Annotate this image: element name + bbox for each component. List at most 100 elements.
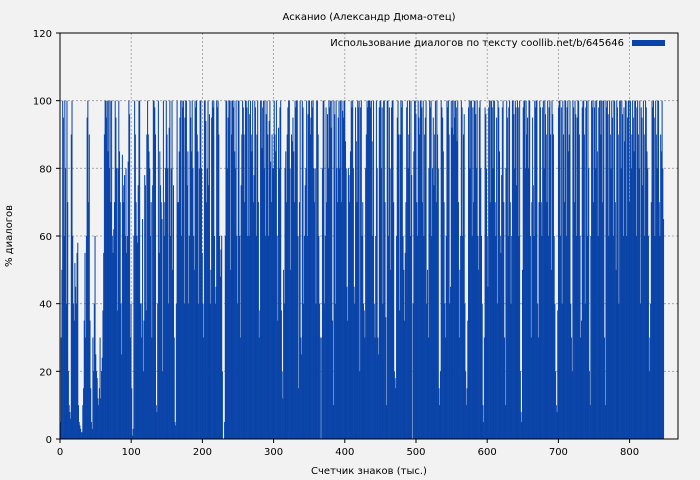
data-bar <box>462 236 464 439</box>
data-bar <box>148 151 150 440</box>
data-bar <box>375 236 377 439</box>
data-bar <box>611 100 613 440</box>
data-bar <box>346 286 348 439</box>
data-bar <box>403 320 405 439</box>
data-bar <box>236 236 238 439</box>
data-bar <box>229 100 231 440</box>
data-bar <box>506 117 508 439</box>
data-bar <box>280 100 282 440</box>
data-bar <box>67 202 69 439</box>
legend: Использование диалогов по тексту coollib… <box>330 38 665 49</box>
data-bar <box>214 303 216 439</box>
data-bar <box>374 337 376 439</box>
data-bar <box>528 100 530 440</box>
data-bar <box>75 286 77 439</box>
data-bar <box>564 100 566 440</box>
data-bar <box>477 236 479 439</box>
data-bar <box>537 337 539 439</box>
data-bar <box>231 134 233 439</box>
data-bar <box>480 236 482 439</box>
data-bar <box>648 371 650 439</box>
data-bar <box>389 168 391 439</box>
data-bar <box>421 202 423 439</box>
data-bar <box>379 100 381 440</box>
data-bar <box>105 100 107 440</box>
data-bar <box>381 107 383 440</box>
data-bar <box>175 425 177 439</box>
data-bar <box>650 202 652 439</box>
data-bar <box>526 134 528 439</box>
data-bar <box>357 100 359 440</box>
data-bar <box>106 117 108 439</box>
data-bar <box>552 134 554 439</box>
data-bar <box>62 117 64 439</box>
data-bar <box>68 405 70 439</box>
data-bar <box>298 202 300 439</box>
data-bar <box>133 236 135 439</box>
data-bar <box>77 405 80 439</box>
data-bar <box>310 117 312 439</box>
data-bar <box>138 100 140 440</box>
data-bar <box>309 134 311 439</box>
data-bar <box>532 185 534 439</box>
data-bar <box>265 114 267 439</box>
data-bar <box>405 202 407 439</box>
data-bar <box>199 100 201 440</box>
data-bar <box>437 134 439 439</box>
data-bar <box>369 100 371 440</box>
data-bar <box>395 388 397 439</box>
data-bar <box>100 398 102 439</box>
x-tick-label: 700 <box>549 447 568 458</box>
data-bar <box>103 252 105 439</box>
data-bar <box>458 337 460 439</box>
data-bar <box>174 422 176 439</box>
data-bar <box>467 320 469 439</box>
data-bar <box>399 134 401 439</box>
data-bar <box>659 236 661 439</box>
data-bar <box>82 405 84 439</box>
x-tick-label: 0 <box>57 447 63 458</box>
data-bar <box>287 107 289 440</box>
data-bar <box>308 100 310 440</box>
data-bar <box>452 100 454 440</box>
data-bar <box>342 117 344 439</box>
data-bar <box>207 100 209 440</box>
data-bar <box>627 117 629 439</box>
data-bar <box>311 100 313 440</box>
data-bar <box>591 107 593 440</box>
data-bar <box>636 107 638 440</box>
x-tick-label: 800 <box>620 447 639 458</box>
data-bar <box>393 371 395 439</box>
x-tick-label: 400 <box>335 447 354 458</box>
data-bar <box>303 236 305 439</box>
data-bar <box>209 303 211 439</box>
data-bar <box>84 252 86 439</box>
data-bar <box>578 100 580 440</box>
data-bar <box>65 168 67 439</box>
data-bar <box>438 388 440 439</box>
data-bar <box>622 114 624 439</box>
data-bar <box>152 185 154 439</box>
data-bar <box>314 168 316 439</box>
data-bar <box>432 117 434 439</box>
data-bar <box>131 435 133 439</box>
data-bar <box>279 107 281 440</box>
data-bar <box>86 117 88 439</box>
data-bar <box>576 117 578 439</box>
data-bar <box>334 303 336 439</box>
data-bar <box>182 107 184 440</box>
data-bar <box>647 168 649 439</box>
data-bar <box>657 100 659 440</box>
data-bar <box>143 320 145 439</box>
data-bar <box>267 134 269 439</box>
data-bar <box>81 432 83 439</box>
data-bar <box>85 236 87 439</box>
data-bar <box>146 134 148 439</box>
data-bar <box>316 100 318 440</box>
data-bar <box>339 168 341 439</box>
data-bar <box>481 303 483 439</box>
data-bar <box>460 236 462 439</box>
data-bar <box>427 337 429 439</box>
data-bar <box>161 219 163 439</box>
data-bar <box>313 168 315 439</box>
